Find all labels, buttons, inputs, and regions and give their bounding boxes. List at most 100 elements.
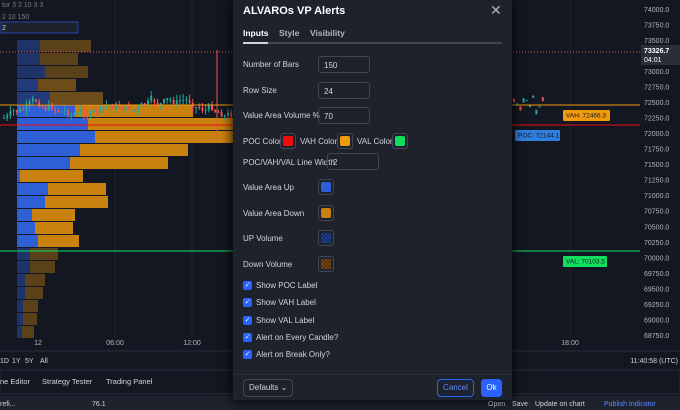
candle-body [44, 107, 47, 110]
cancel-button[interactable]: Cancel [437, 379, 474, 397]
candle-body [172, 100, 175, 105]
clock: 11:40:58 (UTC) [630, 358, 678, 365]
volume-down-bar [40, 40, 91, 52]
price-tick-label: 72250.0 [644, 116, 669, 123]
price-tick-label: 73000.0 [644, 69, 669, 76]
current-price: 73326.7 [644, 48, 669, 55]
candle-body [166, 98, 169, 100]
current-price-box [641, 45, 680, 65]
field-label: Row Size [243, 85, 277, 95]
candle-body [99, 106, 101, 112]
style-label: Value Area Up [243, 183, 294, 192]
color-swatch[interactable] [392, 133, 408, 149]
candle-body [89, 112, 92, 117]
volume-down-bar [35, 222, 73, 234]
volume-up-bar [17, 313, 23, 325]
candle-body [41, 106, 44, 108]
checkbox[interactable]: ✓ [243, 298, 252, 308]
volume-down-bar [40, 53, 78, 65]
candle-body [529, 105, 531, 107]
price-tick-label: 69750.0 [644, 271, 669, 278]
font-size: 76.1 [92, 401, 106, 408]
color-swatch[interactable] [318, 179, 334, 195]
volume-down-bar [25, 274, 45, 286]
checkbox[interactable]: ✓ [243, 281, 252, 290]
volume-down-bar [88, 118, 276, 130]
script-name: refi... [0, 401, 16, 408]
color-swatch[interactable] [318, 230, 334, 247]
candle-body [47, 105, 50, 110]
candle-body [214, 110, 217, 112]
candle-body [147, 100, 149, 105]
candle-body [156, 102, 159, 105]
candle-body [86, 114, 89, 117]
time-tick-label: 12:00 [183, 340, 201, 347]
candle-body [150, 95, 153, 101]
candle-body [108, 105, 111, 107]
candle-body [35, 100, 37, 102]
candle-body [115, 105, 117, 110]
color-swatch[interactable] [280, 133, 296, 149]
field-input[interactable]: 24 [318, 81, 370, 99]
volume-up-bar [17, 209, 32, 221]
panel-tab: ne Editor [0, 377, 31, 386]
indicator-settings-dialog: ALVAROs VP Alerts ✕ Inputs Style Visibilit… [233, 0, 512, 400]
candle-body [230, 112, 233, 118]
candle-body [19, 109, 21, 112]
field-input[interactable]: 150 [318, 56, 370, 73]
price-tick-label: 71750.0 [644, 147, 669, 154]
candle-body [118, 105, 121, 108]
close-button[interactable]: ✕ [490, 2, 502, 18]
vah-label-box [563, 110, 610, 121]
candle-body [54, 109, 57, 111]
color-label: POC Color [243, 137, 282, 146]
volume-down-bar [48, 183, 106, 195]
price-tick-label: 70500.0 [644, 224, 669, 231]
volume-up-bar [17, 92, 50, 104]
candle-body [3, 117, 5, 119]
volume-down-bar [23, 313, 37, 325]
checkbox[interactable]: ✓ [243, 332, 252, 342]
candle-body [516, 103, 519, 106]
checkbox-label: Alert on Break Only? [256, 350, 330, 360]
candle-body [179, 100, 181, 102]
candle-body [153, 100, 156, 103]
candle-body [532, 95, 535, 98]
candle-body [204, 109, 207, 111]
candle-body [525, 100, 528, 102]
volume-down-bar [23, 300, 38, 312]
price-tick-label: 71000.0 [644, 193, 669, 200]
time-tick-label: 06:00 [106, 340, 124, 347]
defaults-button[interactable]: Defaults ⌄ [243, 379, 293, 397]
volume-up-bar [17, 274, 25, 286]
volume-up-bar [17, 183, 48, 195]
color-swatch[interactable] [318, 256, 334, 273]
checkbox[interactable]: ✓ [243, 350, 252, 360]
candle-body [535, 109, 538, 115]
tab[interactable]: Style [279, 28, 300, 38]
candle-body [207, 105, 210, 110]
tab[interactable]: Inputs [243, 28, 269, 38]
color-swatch[interactable] [337, 133, 353, 149]
candle-body [92, 109, 95, 113]
candle-body [102, 106, 105, 108]
field-input[interactable]: 70 [318, 107, 370, 124]
volume-down-bar [75, 105, 193, 117]
volume-up-bar [17, 235, 38, 247]
legend-toolbar [0, 21, 79, 34]
volume-down-bar [50, 92, 103, 104]
volume-up-bar [17, 300, 23, 312]
tab[interactable]: Visibility [310, 28, 345, 38]
field-input[interactable]: 2 [327, 153, 379, 170]
checkbox[interactable]: ✓ [243, 315, 252, 325]
volume-down-bar [30, 248, 58, 260]
ok-button[interactable]: Ok [481, 379, 502, 397]
color-swatch[interactable] [318, 204, 334, 221]
candle-body [217, 111, 220, 113]
legend-text: 2 [2, 25, 6, 32]
price-tick-label: 71500.0 [644, 162, 669, 169]
range-button: 5Y [25, 358, 34, 365]
candle-body [70, 115, 73, 117]
candle-body [220, 112, 223, 117]
